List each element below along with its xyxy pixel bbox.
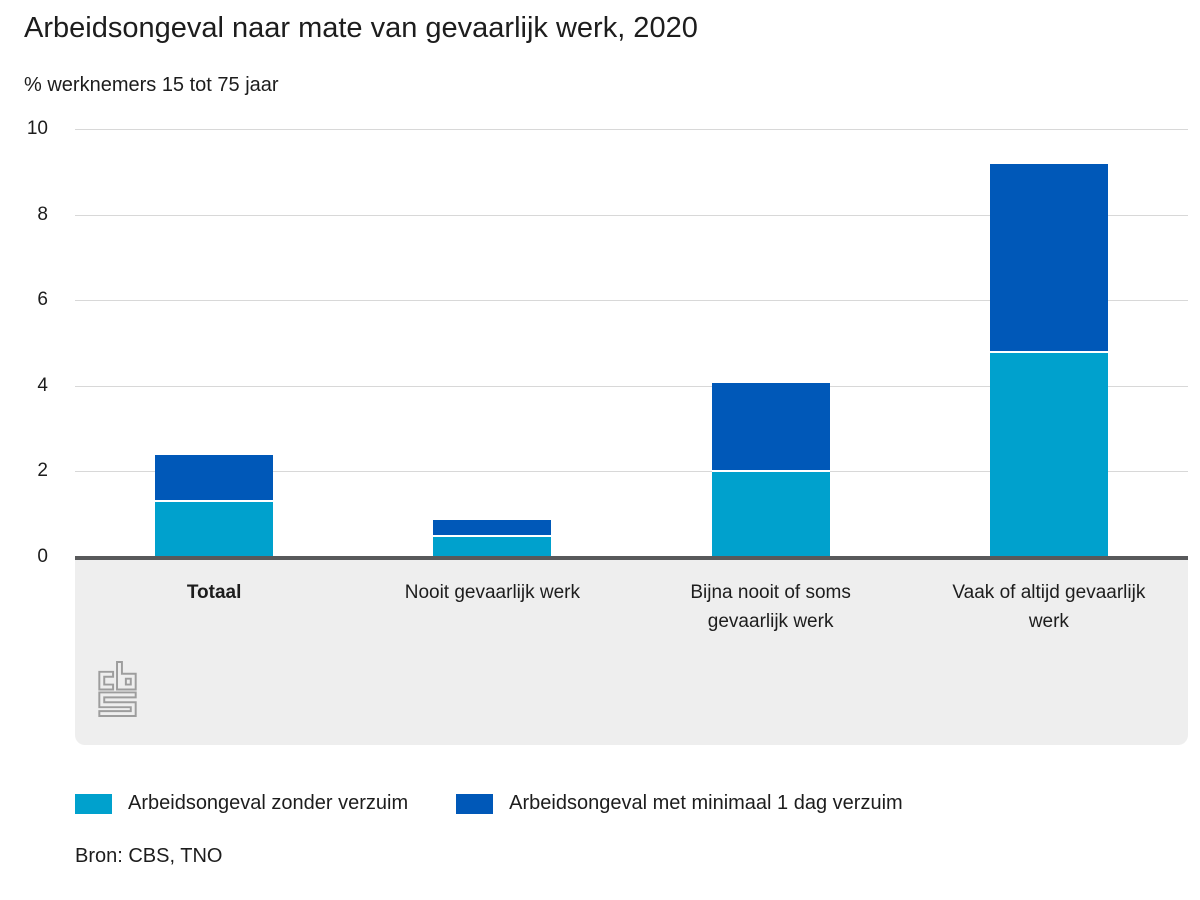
chart-subtitle: % werknemers 15 tot 75 jaar <box>24 74 279 96</box>
chart-title: Arbeidsongeval naar mate van gevaarlijk … <box>24 12 698 44</box>
gridline-y-10 <box>75 129 1188 131</box>
zero-baseline <box>75 556 1188 560</box>
bar-segment-met-verzuim <box>155 455 274 503</box>
gridline-y-6 <box>75 300 1188 302</box>
category-label: Nooit gevaarlijk werk <box>404 582 581 603</box>
bar-segment-met-verzuim <box>711 382 830 473</box>
gridline-y-2 <box>75 471 1188 473</box>
legend-item-met-verzuim[interactable]: Arbeidsongeval met minimaal 1 dag verzui… <box>456 792 903 815</box>
plot-area <box>75 125 1188 560</box>
y-axis-tick-label: 0 <box>37 546 48 567</box>
cbs-logo-icon <box>98 660 137 718</box>
bar-segment-zonder-verzuim <box>711 472 830 558</box>
gridline-y-8 <box>75 214 1188 216</box>
legend-item-zonder-verzuim[interactable]: Arbeidsongeval zonder verzuim <box>75 792 408 815</box>
legend-swatch-icon <box>75 793 112 814</box>
y-axis-tick-label: 8 <box>37 203 48 225</box>
category-label: Vaak of altijd gevaarlijk werk <box>952 582 1146 633</box>
x-axis-band: Totaal Nooit gevaarlijk werk Bijna nooit o… <box>75 560 1188 745</box>
bar-segment-zonder-verzuim <box>433 536 552 558</box>
bar-segment-zonder-verzuim <box>155 502 274 558</box>
bar-segment-zonder-verzuim <box>989 352 1108 558</box>
gridline-y-4 <box>75 385 1188 387</box>
bar-segment-met-verzuim <box>989 164 1108 353</box>
legend-label: Arbeidsongeval zonder verzuim <box>128 792 409 814</box>
y-axis-tick-label: 4 <box>37 374 48 396</box>
category-label: Totaal <box>186 582 242 603</box>
category-label: Bijna nooit of soms gevaarlijk werk <box>690 582 851 633</box>
legend-label: Arbeidsongeval met minimaal 1 dag verzui… <box>509 792 903 814</box>
legend: Arbeidsongeval zonder verzuim Arbeidsonge… <box>75 792 903 815</box>
bar-segment-met-verzuim <box>433 519 552 537</box>
y-axis-tick-label: 6 <box>37 289 48 311</box>
y-axis-tick-label: 2 <box>37 460 48 482</box>
y-axis-tick-label: 10 <box>26 118 48 140</box>
source-note: Bron: CBS, TNO <box>75 845 223 867</box>
legend-swatch-icon <box>456 793 494 814</box>
